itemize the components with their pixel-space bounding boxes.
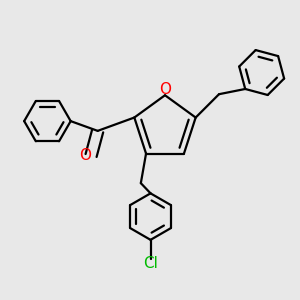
Text: O: O [79, 148, 91, 163]
Text: O: O [159, 82, 171, 97]
Text: Cl: Cl [143, 256, 158, 271]
